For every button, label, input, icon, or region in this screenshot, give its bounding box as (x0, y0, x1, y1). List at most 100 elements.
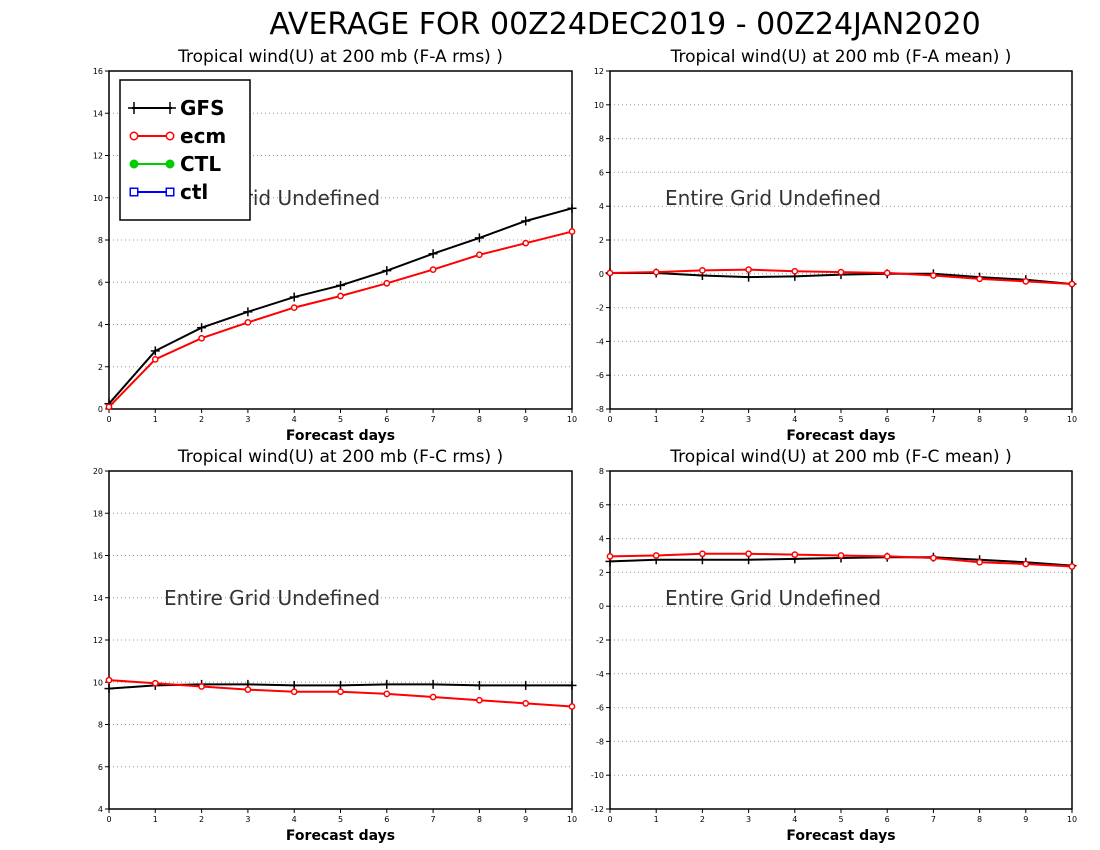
data-point-ecm (337, 688, 344, 696)
data-point-ecm (606, 269, 614, 277)
y-tick-label: 4 (599, 202, 604, 211)
data-point-ecm (198, 683, 205, 690)
chart-panel-1: Tropical wind(U) at 200 mb (F-A rms) ) 0 2… (93, 47, 577, 444)
y-tick-label: 4 (98, 321, 103, 330)
x-tick-label: 0 (607, 815, 612, 824)
legend-marker (165, 131, 175, 141)
y-tick-label: -8 (596, 737, 604, 746)
data-point-ecm (105, 676, 113, 684)
x-tick-label: 3 (746, 415, 751, 424)
data-point-ecm (976, 558, 983, 566)
data-point-ecm (606, 552, 614, 560)
y-tick-label: 0 (599, 270, 604, 279)
data-point-ecm (652, 552, 660, 559)
y-tick-label: 12 (93, 636, 103, 645)
data-point-ecm (837, 552, 845, 559)
data-point-ecm (1022, 560, 1030, 568)
legend-item-ecm: ecm (129, 124, 226, 148)
y-tick-label: 10 (594, 101, 604, 110)
x-tick-label: 1 (654, 415, 659, 424)
y-tick-label: 6 (599, 168, 604, 177)
data-point-ecm (568, 228, 576, 235)
data-point-GFS (428, 679, 438, 689)
x-tick-label: 6 (384, 815, 389, 824)
data-point-GFS (521, 216, 531, 226)
data-point-ecm (745, 266, 752, 273)
data-point-GFS (289, 292, 299, 302)
series-line-GFS (108, 207, 573, 405)
data-point-GFS (197, 323, 207, 333)
x-tick-label: 7 (431, 815, 436, 824)
data-point-ecm (791, 551, 799, 559)
data-point-GFS (567, 203, 577, 213)
x-tick-label: 5 (338, 815, 343, 824)
x-tick-label: 7 (931, 415, 936, 424)
y-tick-label: -10 (591, 771, 604, 780)
x-tick-label: 0 (106, 415, 111, 424)
x-tick-label: 5 (338, 415, 343, 424)
y-tick-label: -8 (596, 405, 604, 414)
legend-item-CTL: CTL (129, 152, 221, 176)
y-tick-label: -2 (596, 636, 604, 645)
data-point-ecm (244, 319, 252, 326)
legend-item-GFS: GFS (128, 96, 224, 120)
data-point-GFS (428, 249, 438, 259)
legend-label: GFS (180, 96, 224, 120)
data-point-ecm (522, 239, 530, 247)
x-tick-label: 4 (792, 415, 797, 424)
y-tick-label: 18 (93, 509, 103, 518)
legend-marker (129, 159, 139, 169)
panel-title: Tropical wind(U) at 200 mb (F-A mean) ) (670, 47, 1012, 67)
page-title: AVERAGE FOR 00Z24DEC2019 - 00Z24JAN2020 (269, 7, 980, 42)
y-tick-label: -2 (596, 304, 604, 313)
x-tick-label: 2 (700, 815, 705, 824)
legend-marker (165, 187, 175, 197)
legend-marker (128, 102, 140, 114)
x-tick-label: 9 (1023, 815, 1028, 824)
x-tick-label: 9 (523, 815, 528, 824)
legend-label: ecm (180, 124, 226, 148)
x-axis-label: Forecast days (786, 828, 895, 844)
x-tick-label: 8 (477, 815, 482, 824)
x-tick-label: 6 (885, 415, 890, 424)
y-tick-label: 2 (98, 363, 103, 372)
legend-label: ctl (180, 180, 208, 204)
x-tick-label: 10 (567, 815, 577, 824)
data-point-ecm (383, 279, 391, 287)
y-tick-label: 2 (599, 568, 604, 577)
data-point-ecm (699, 267, 706, 274)
x-tick-label: 8 (977, 415, 982, 424)
data-point-ecm (745, 550, 752, 558)
data-point-ecm (476, 251, 483, 259)
legend-marker (129, 187, 139, 197)
data-point-GFS (382, 266, 392, 276)
x-tick-label: 2 (199, 415, 204, 424)
x-tick-label: 2 (700, 415, 705, 424)
x-tick-label: 1 (654, 815, 659, 824)
y-tick-label: 16 (93, 67, 103, 76)
x-tick-label: 9 (523, 415, 528, 424)
y-tick-label: 8 (98, 236, 103, 245)
data-point-ecm (1022, 278, 1030, 285)
data-point-ecm (837, 268, 845, 276)
x-tick-label: 9 (1023, 415, 1028, 424)
x-tick-label: 7 (431, 415, 436, 424)
data-point-ecm (791, 267, 799, 275)
y-tick-label: 6 (98, 763, 103, 772)
data-point-ecm (930, 272, 937, 279)
data-point-ecm (930, 554, 937, 562)
data-point-ecm (522, 700, 530, 707)
x-axis-label: Forecast days (286, 828, 395, 844)
data-point-GFS (336, 280, 345, 290)
y-tick-label: 12 (93, 152, 103, 161)
x-tick-label: 2 (199, 815, 204, 824)
y-tick-label: 8 (599, 467, 604, 476)
series-line-ecm (108, 230, 573, 408)
y-tick-label: 14 (93, 109, 103, 118)
y-tick-label: -6 (596, 704, 604, 713)
y-tick-label: 4 (98, 805, 103, 814)
x-tick-label: 1 (153, 815, 158, 824)
y-tick-label: 10 (93, 194, 103, 203)
data-point-GFS (474, 680, 484, 690)
